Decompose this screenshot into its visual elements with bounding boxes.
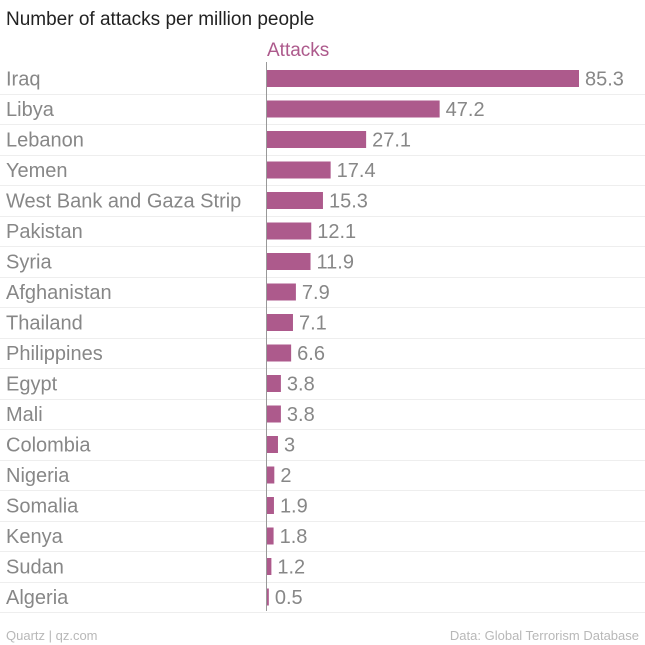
category-label: Pakistan	[6, 221, 83, 243]
category-label: Somalia	[6, 496, 79, 518]
value-label: 3.8	[287, 374, 315, 396]
category-label: Libya	[6, 99, 55, 121]
bar	[267, 314, 293, 331]
category-label: Lebanon	[6, 130, 84, 152]
value-label: 27.1	[372, 130, 411, 152]
value-label: 1.8	[280, 526, 308, 548]
series-label: Attacks	[267, 40, 329, 61]
bar	[267, 527, 274, 545]
bar	[267, 344, 292, 362]
category-label: Philippines	[6, 343, 103, 365]
value-label: 17.4	[337, 160, 376, 182]
category-label: Nigeria	[6, 465, 70, 487]
bar	[267, 131, 367, 148]
bar	[267, 436, 278, 453]
value-label: 7.1	[299, 313, 327, 335]
value-label: 11.9	[317, 252, 354, 274]
category-label: West Bank and Gaza Strip	[6, 191, 241, 213]
bar	[267, 588, 269, 606]
value-label: 3.8	[287, 404, 315, 426]
bar	[267, 161, 331, 179]
value-label: 7.9	[302, 282, 330, 304]
category-label: Colombia	[6, 435, 91, 457]
value-label: 15.3	[329, 191, 368, 213]
bar	[267, 70, 579, 87]
bar	[267, 497, 274, 514]
bar	[267, 558, 272, 575]
value-label: 3	[284, 435, 295, 457]
bar	[267, 405, 281, 423]
category-label: Algeria	[6, 587, 69, 609]
value-label: 47.2	[446, 99, 485, 121]
chart-title: Number of attacks per million people	[6, 9, 314, 30]
bar	[267, 222, 312, 240]
bar	[267, 100, 440, 118]
bar	[267, 283, 296, 301]
bar	[267, 192, 323, 209]
category-label: Afghanistan	[6, 282, 112, 304]
value-label: 12.1	[317, 221, 356, 243]
bar	[267, 253, 311, 270]
category-label: Iraq	[6, 69, 40, 91]
value-label: 0.5	[275, 587, 303, 609]
value-label: 85.3	[585, 69, 624, 91]
category-label: Yemen	[6, 160, 68, 182]
category-label: Kenya	[6, 526, 64, 548]
bar	[267, 375, 281, 392]
value-label: 6.6	[297, 343, 325, 365]
bar	[267, 466, 275, 484]
category-label: Syria	[6, 252, 52, 274]
footer-source-right: Data: Global Terrorism Database	[450, 628, 639, 643]
category-label: Mali	[6, 404, 43, 426]
category-label: Thailand	[6, 313, 83, 335]
value-label: 1.9	[280, 496, 308, 518]
value-label: 1.2	[277, 557, 305, 579]
category-label: Sudan	[6, 557, 64, 579]
footer-source-left: Quartz | qz.com	[6, 628, 98, 643]
category-label: Egypt	[6, 374, 58, 396]
value-label: 2	[280, 465, 291, 487]
